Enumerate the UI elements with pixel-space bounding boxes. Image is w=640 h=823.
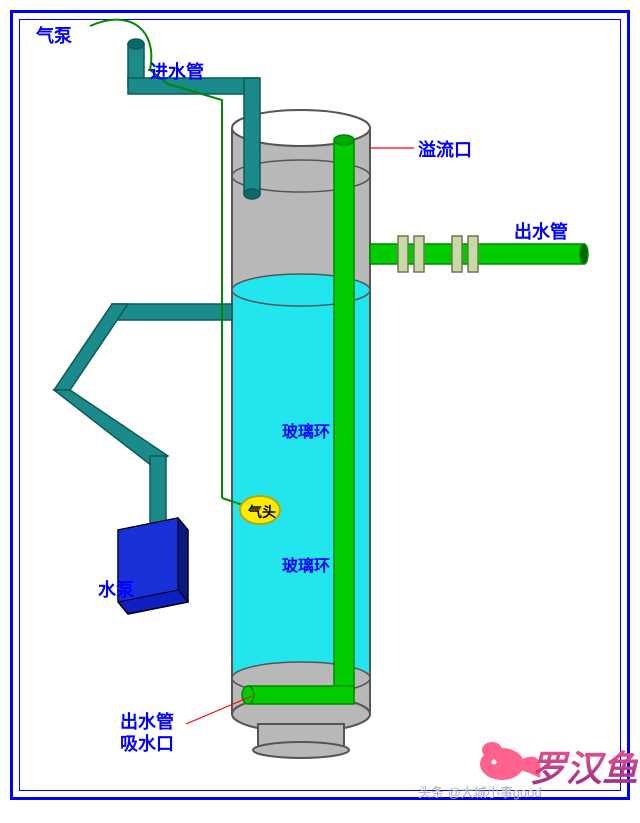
label-outlet-pipe: 出水管 <box>514 218 568 244</box>
label-air-pump: 气泵 <box>36 22 72 48</box>
label-glass-ring-1: 玻璃环 <box>282 418 330 442</box>
watermark-text: 罗汉鱼 <box>530 740 638 792</box>
label-intake-2: 吸水口 <box>120 730 174 756</box>
label-inlet-pipe: 进水管 <box>150 58 204 84</box>
footer-credit: 头条 @大城小事good <box>418 782 542 801</box>
label-air-stone: 气头 <box>248 502 276 522</box>
label-overflow: 溢流口 <box>418 136 472 162</box>
inner-frame <box>19 19 621 791</box>
label-water-pump: 水泵 <box>98 576 134 602</box>
label-glass-ring-2: 玻璃环 <box>282 552 330 576</box>
